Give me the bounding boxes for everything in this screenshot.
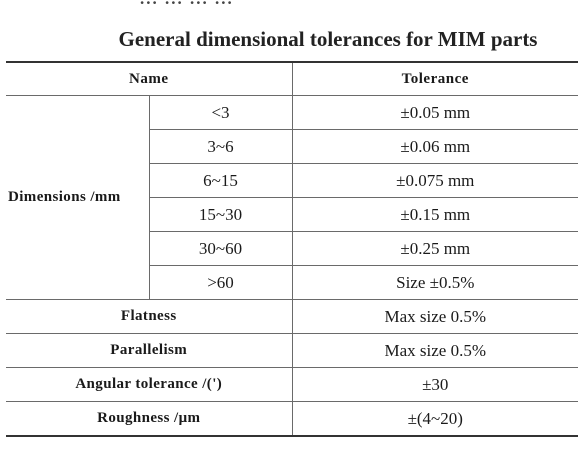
- row-name: Angular tolerance /('): [6, 367, 293, 402]
- table-header-row: Name Tolerance: [6, 61, 578, 96]
- header-tolerance: Tolerance: [291, 61, 578, 96]
- dimension-range: <3: [148, 95, 293, 130]
- dimension-tolerance: ±0.075 mm: [291, 163, 578, 198]
- dimension-range: 15~30: [149, 197, 293, 232]
- dimension-range: 30~60: [149, 231, 293, 266]
- page-title: General dimensional tolerances for MIM p…: [118, 27, 538, 51]
- table-row: Parallelism Max size 0.5%: [6, 333, 578, 368]
- row-tolerance: Max size 0.5%: [291, 333, 578, 368]
- row-tolerance: Max size 0.5%: [291, 299, 578, 334]
- table-row: Angular tolerance /(') ±30: [6, 367, 578, 402]
- table-row: Roughness /μm ±(4~20): [6, 401, 578, 437]
- row-name: Parallelism: [6, 333, 293, 368]
- row-tolerance: ±(4~20): [291, 401, 578, 437]
- table-row: >60 Size ±0.5%: [6, 265, 578, 300]
- table-row: 3~6 ±0.06 mm: [6, 129, 578, 164]
- dimensions-label: Dimensions /mm: [6, 95, 150, 300]
- header-name: Name: [6, 61, 293, 96]
- dimension-range: 6~15: [149, 163, 293, 198]
- row-tolerance: ±30: [291, 367, 578, 402]
- table-row: Flatness Max size 0.5%: [6, 299, 578, 334]
- dimension-tolerance: ±0.15 mm: [291, 197, 578, 232]
- dimension-tolerance: ±0.06 mm: [291, 129, 578, 164]
- tolerance-table: Name Tolerance Dimensions /mm <3 ±0.05 m…: [6, 61, 578, 437]
- dimension-tolerance: ±0.25 mm: [291, 231, 578, 266]
- truncated-top-text: ... ... ... ...: [140, 0, 440, 5]
- dimension-tolerance: Size ±0.5%: [291, 265, 578, 300]
- dimension-range: 3~6: [149, 129, 293, 164]
- table-row: 30~60 ±0.25 mm: [6, 231, 578, 266]
- dimension-tolerance: ±0.05 mm: [291, 95, 578, 130]
- dimension-range: >60: [149, 265, 293, 300]
- table-row: Dimensions /mm <3 ±0.05 mm: [6, 95, 578, 300]
- row-name: Roughness /μm: [6, 401, 293, 437]
- row-name: Flatness: [6, 299, 293, 334]
